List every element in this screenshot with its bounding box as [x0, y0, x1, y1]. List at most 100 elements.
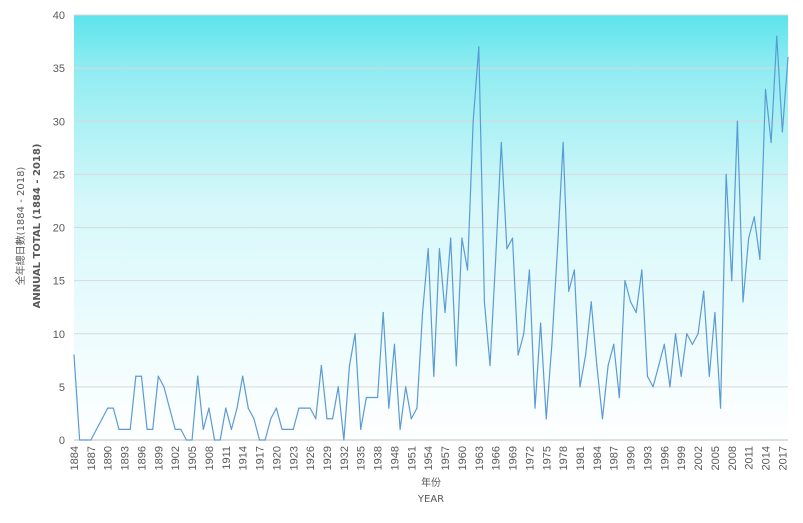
data-point — [511, 237, 514, 239]
data-point — [680, 375, 682, 377]
data-point — [219, 439, 221, 441]
x-tick-label: 1990 — [626, 446, 638, 470]
data-point — [770, 141, 772, 144]
data-point — [157, 375, 159, 377]
x-tick-label: 1917 — [255, 446, 267, 470]
data-point — [101, 418, 103, 420]
data-point — [79, 439, 81, 441]
data-point — [123, 428, 126, 430]
data-point — [714, 311, 716, 314]
x-tick-label: 1935 — [356, 446, 368, 470]
x-tick-label: 2014 — [761, 446, 773, 470]
x-tick-label: 1972 — [524, 446, 536, 470]
y-tick-label: 15 — [53, 276, 65, 288]
data-point — [230, 428, 233, 430]
data-point — [528, 269, 530, 271]
data-point — [635, 311, 637, 314]
data-point — [444, 311, 446, 314]
data-point — [579, 386, 581, 388]
data-point — [152, 428, 154, 430]
data-point — [748, 237, 750, 239]
x-tick-label: 1966 — [491, 446, 503, 470]
data-point — [163, 386, 165, 388]
y-axis-ticks: 0 5 10 15 20 25 30 35 40 — [53, 10, 65, 447]
data-point — [95, 428, 98, 430]
x-tick-label: 2002 — [693, 446, 705, 470]
data-point — [281, 428, 283, 430]
data-point — [303, 407, 306, 409]
x-tick-label: 1984 — [592, 446, 604, 470]
data-point — [776, 35, 778, 37]
x-axis-ticks: 1884 1887 1890 1893 1896 1899 1902 1905 1908 1911… — [69, 446, 789, 470]
data-point — [197, 375, 199, 377]
data-point — [236, 407, 238, 409]
x-tick-label: 1893 — [120, 446, 132, 470]
data-point — [264, 439, 266, 441]
data-point — [607, 365, 609, 367]
data-point — [478, 46, 480, 48]
data-point — [674, 333, 677, 335]
x-tick-label: 1993 — [642, 446, 654, 470]
y-tick-label: 30 — [53, 116, 65, 128]
data-point — [472, 120, 474, 122]
x-tick-label: 1932 — [339, 446, 351, 470]
data-point — [118, 428, 120, 430]
y-tick-label: 0 — [59, 435, 65, 447]
data-point — [84, 439, 86, 441]
data-point — [686, 333, 688, 335]
data-point — [376, 396, 379, 399]
data-point — [697, 333, 699, 335]
data-point — [247, 407, 249, 409]
data-point — [618, 396, 620, 399]
data-point — [365, 396, 367, 399]
x-tick-label: 1914 — [238, 446, 250, 470]
data-point — [348, 365, 351, 367]
x-tick-label: 1938 — [373, 446, 385, 470]
data-point — [719, 407, 722, 409]
data-point — [506, 248, 508, 250]
data-point — [731, 280, 733, 282]
data-point — [736, 120, 739, 122]
data-point — [191, 439, 193, 441]
data-point — [641, 269, 643, 271]
x-axis-title-en: YEAR — [417, 494, 444, 505]
data-point — [753, 216, 755, 218]
x-tick-label: 1884 — [69, 446, 81, 470]
data-point — [309, 407, 311, 409]
data-point — [399, 428, 401, 430]
data-point — [180, 428, 182, 430]
data-point — [433, 375, 435, 377]
x-tick-label: 1996 — [659, 446, 671, 470]
data-point — [540, 322, 542, 324]
x-tick-label: 2011 — [744, 446, 756, 470]
data-point — [337, 386, 339, 388]
x-tick-label: 1948 — [389, 446, 401, 470]
data-point — [489, 365, 491, 367]
data-point — [140, 375, 143, 377]
x-tick-label: 1899 — [153, 446, 165, 470]
data-point — [270, 418, 272, 420]
data-point — [298, 407, 300, 409]
data-point — [410, 418, 412, 420]
data-point — [590, 301, 592, 303]
data-point — [562, 141, 564, 144]
data-point — [360, 428, 362, 430]
x-tick-label: 1951 — [406, 446, 418, 470]
data-point — [500, 141, 502, 144]
data-point — [646, 375, 649, 377]
data-point — [708, 375, 710, 377]
data-point — [663, 343, 665, 345]
series-line — [73, 35, 789, 441]
y-axis-title-zh: 全年總日數(1884 - 2018) — [14, 167, 27, 286]
data-point — [253, 418, 255, 420]
x-tick-label: 1887 — [86, 446, 98, 470]
data-point — [781, 131, 783, 133]
data-point — [523, 333, 525, 335]
data-point — [568, 290, 570, 292]
data-point — [393, 343, 396, 345]
data-point — [275, 407, 277, 409]
data-point — [225, 407, 227, 409]
data-point — [388, 407, 390, 409]
data-point — [292, 428, 294, 430]
